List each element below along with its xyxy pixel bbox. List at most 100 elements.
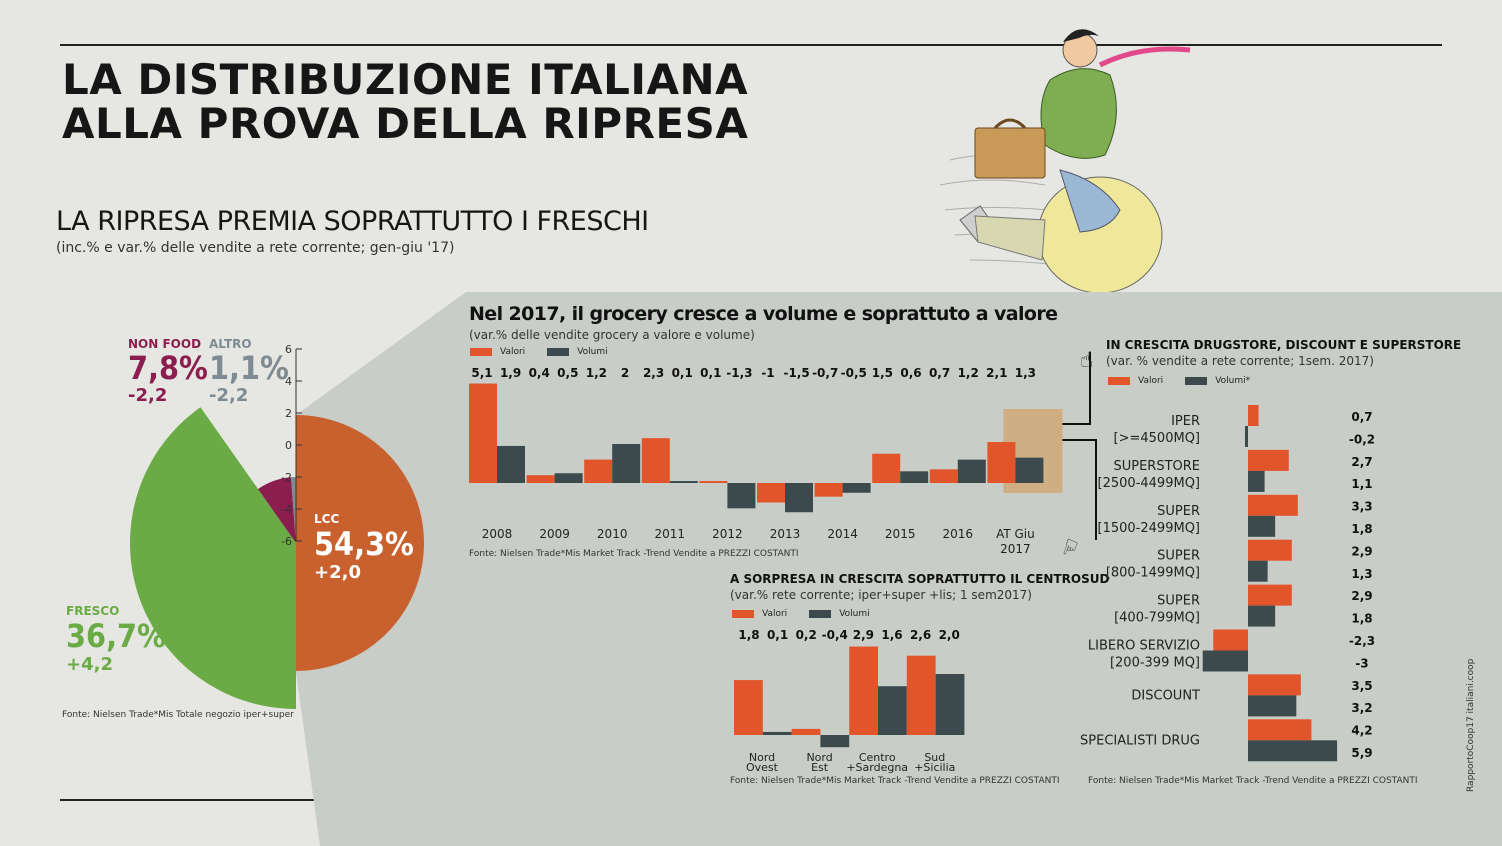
region-tick-label: Sud [924, 751, 945, 764]
label-fresco: FRESCO 36,7% +4,2 [66, 604, 166, 675]
channel-category-label: SPECIALISTI DRUG [1080, 733, 1200, 748]
channel-category-label: SUPER [1157, 504, 1200, 519]
year-value-label: 0,4 [529, 366, 550, 380]
year-tick-label: 2010 [597, 527, 628, 541]
channel-value-label: -3 [1355, 656, 1368, 670]
channel-bar-valori-3 [1248, 539, 1292, 561]
bar-valori-2 [584, 459, 613, 483]
legend-volumi: Volumi [577, 347, 608, 357]
non-food-var: -2,2 [128, 385, 168, 406]
label-lcc: LCC 54,3% +2,0 [314, 512, 414, 583]
non-food-name: NON FOOD [128, 337, 202, 351]
channel-value-label: 2,9 [1351, 544, 1372, 558]
region-value-label: 2,0 [939, 628, 960, 642]
pie-axis-tick-label: -2 [281, 471, 292, 484]
channel-category-label: [400-799MQ] [1114, 611, 1200, 626]
region-bar-valori-0 [734, 680, 763, 735]
year-value-label: -1,5 [783, 366, 809, 380]
region-legend-volumi: Volumi [839, 609, 870, 619]
channel-title: IN CRESCITA DRUGSTORE, DISCOUNT E SUPERS… [1106, 338, 1462, 352]
channel-bar-valori-1 [1248, 449, 1289, 471]
channel-category-label: [2500-4499MQ] [1098, 476, 1200, 491]
region-legend: Valori Volumi [732, 609, 870, 619]
year-value-label: 5,1 [471, 366, 492, 380]
region-bar-valori-1 [791, 728, 821, 735]
legend-valori-swatch [470, 348, 492, 356]
year-value-label: 1,3 [1015, 366, 1036, 380]
bar-volumi-8 [957, 459, 986, 483]
pie-axis-tick-label: 0 [285, 439, 292, 452]
bar-valori-8 [929, 469, 958, 483]
region-tick-label: Centro [859, 751, 896, 764]
bar-volumi-4 [727, 483, 756, 509]
channel-category-label: [200-399 MQ] [1110, 656, 1200, 671]
non-food-share: 7,8% [128, 349, 208, 387]
label-non-food: NON FOOD 7,8% -2,2 [128, 337, 208, 406]
channel-source: Fonte: Nielsen Trade*Mis Market Track -T… [1088, 776, 1418, 786]
channel-bar-volumi-3 [1248, 560, 1268, 582]
legend-volumi-swatch [547, 348, 570, 356]
pie-slice-altro [291, 477, 296, 543]
year-value-label: 2,3 [643, 366, 664, 380]
altro-name: ALTRO [209, 337, 252, 351]
year-value-label: -1 [761, 366, 774, 380]
channel-bar-volumi-1 [1248, 470, 1265, 492]
page-title: LA DISTRIBUZIONE ITALIANA ALLA PROVA DEL… [62, 55, 749, 148]
channel-category-label: LIBERO SERVIZIO [1088, 639, 1200, 654]
year-tick-label: 2014 [827, 527, 858, 541]
pie-axis-tick-label: -6 [281, 535, 292, 548]
bar-valori-7 [872, 453, 901, 483]
channel-bar-valori-5 [1213, 629, 1248, 651]
fresco-var: +4,2 [66, 654, 113, 675]
region-tick-label: Est [811, 761, 829, 774]
channel-bar-volumi-4 [1248, 605, 1276, 627]
pie-section-subtitle: (inc.% e var.% delle vendite a rete corr… [56, 240, 455, 256]
year-value-label: 0,6 [900, 366, 921, 380]
year-value-label: 0,7 [929, 366, 950, 380]
channel-legend-volumi: Volumi* [1215, 376, 1251, 386]
bar-valori-5 [757, 483, 785, 503]
channel-bar-valori-6 [1248, 674, 1301, 696]
region-bar-volumi-3 [935, 674, 965, 735]
top-rule [60, 44, 1442, 46]
year-value-label: 1,5 [872, 366, 893, 380]
connector-line-down [1062, 439, 1097, 540]
pie-slice-non-food [258, 477, 296, 543]
region-bar-volumi-1 [820, 735, 850, 748]
channel-value-label: 3,2 [1351, 701, 1372, 715]
year-value-label: 1,2 [958, 366, 979, 380]
year-tick-label: 2008 [482, 527, 513, 541]
channel-category-label: SUPER [1157, 594, 1200, 609]
region-value-label: 2,6 [910, 628, 931, 642]
year-value-label: 0,1 [672, 366, 693, 380]
channel-value-label: 2,7 [1351, 455, 1372, 469]
region-tick-label: +Sicilia [914, 761, 955, 774]
altro-share: 1,1% [209, 349, 289, 387]
year-tick-label: 2013 [770, 527, 801, 541]
channel-value-label: -0,2 [1349, 432, 1375, 446]
channel-category-label: [1500-2499MQ] [1098, 521, 1200, 536]
pie-axis-tick-label: -4 [281, 503, 292, 516]
bar-volumi-9 [1015, 457, 1044, 483]
channel-category-label: [800-1499MQ] [1106, 566, 1200, 581]
region-tick-label: Nord [806, 751, 832, 764]
bar-volumi-3 [669, 481, 698, 483]
bar-valori-9 [987, 442, 1016, 483]
year-tick-label: 2012 [712, 527, 743, 541]
channel-category-label: SUPER [1157, 549, 1200, 564]
channel-legend-valori-swatch [1108, 377, 1130, 385]
bar-valori-4 [699, 481, 728, 483]
lcc-var: +2,0 [314, 562, 361, 583]
region-title: A SORPRESA IN CRESCITA SOPRATTUTTO IL CE… [730, 572, 1110, 586]
fresco-name: FRESCO [66, 604, 120, 618]
channel-value-label: 4,2 [1351, 724, 1372, 738]
bars-legend: Valori Volumi [470, 347, 608, 357]
channel-value-label: 1,3 [1351, 567, 1372, 581]
channel-value-label: 5,9 [1351, 746, 1372, 760]
man-on-lightbulb-illustration [939, 29, 1191, 294]
lcc-share: 54,3% [314, 525, 414, 563]
region-value-label: 1,6 [881, 628, 902, 642]
fresco-share: 36,7% [66, 617, 166, 655]
